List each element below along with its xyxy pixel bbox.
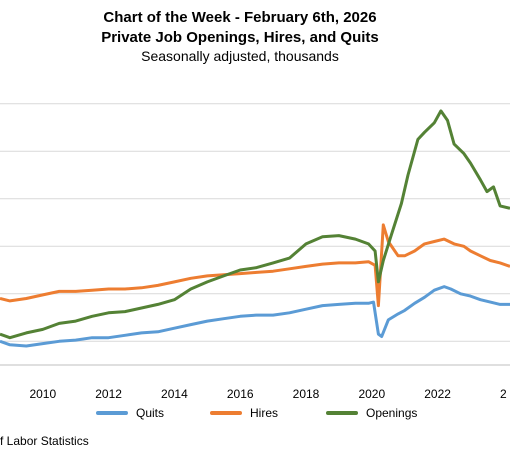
x-tick-label: 2010	[29, 387, 56, 400]
series-line-openings	[0, 109, 510, 340]
x-axis-ticks: 2010 2012 2014 2016 2018 2020 2022 2	[29, 387, 507, 400]
legend-swatch-hires	[210, 411, 242, 415]
chart-subtitle: Private Job Openings, Hires, and Quits	[101, 29, 379, 46]
x-tick-label: 2012	[95, 387, 122, 400]
x-tick-label: 2022	[424, 387, 451, 400]
legend-item-openings: Openings	[326, 406, 417, 420]
legend-item-quits: Quits	[96, 406, 164, 420]
x-tick-label: 2014	[161, 387, 188, 400]
source-note: f Labor Statistics	[0, 434, 89, 448]
x-tick-label: 2018	[293, 387, 320, 400]
legend-label-quits: Quits	[136, 406, 165, 420]
chart-units: Seasonally adjusted, thousands	[141, 48, 339, 64]
legend-swatch-openings	[326, 411, 358, 415]
series-line-quits	[0, 285, 510, 348]
chart-title: Chart of the Week - February 6th, 2026	[103, 9, 377, 26]
x-tick-label: 2020	[358, 387, 385, 400]
line-chart: 2010 2012 2014 2016 2018 2020 2022 2	[0, 103, 510, 400]
legend-label-hires: Hires	[250, 406, 279, 420]
x-tick-label: 2	[500, 387, 507, 400]
legend-swatch-quits	[96, 411, 128, 415]
x-tick-label: 2016	[227, 387, 254, 400]
legend-item-hires: Hires	[210, 406, 278, 420]
gridlines	[0, 103, 510, 366]
series-lines	[0, 109, 510, 348]
series-line-hires	[0, 223, 510, 308]
legend-label-openings: Openings	[366, 406, 418, 420]
